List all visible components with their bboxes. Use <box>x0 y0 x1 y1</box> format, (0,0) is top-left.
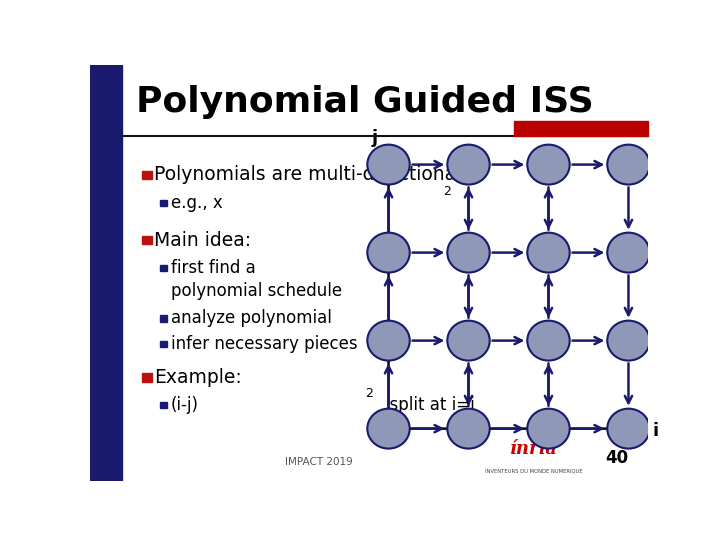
Text: INVENTEURS DU MONDE NUMERIQUE: INVENTEURS DU MONDE NUMERIQUE <box>485 468 582 473</box>
Ellipse shape <box>447 409 490 449</box>
Bar <box>142 171 152 179</box>
Bar <box>142 236 152 245</box>
Text: i: i <box>652 422 658 440</box>
Ellipse shape <box>367 145 410 185</box>
Text: j: j <box>372 129 378 146</box>
Text: (i-j): (i-j) <box>171 396 199 414</box>
Text: Main idea:: Main idea: <box>154 231 251 250</box>
Ellipse shape <box>367 321 410 361</box>
Bar <box>90 65 122 481</box>
Text: 40: 40 <box>606 449 629 467</box>
Ellipse shape <box>607 409 649 449</box>
Text: first find a: first find a <box>171 259 256 276</box>
Ellipse shape <box>607 145 649 185</box>
Bar <box>160 265 167 271</box>
Ellipse shape <box>607 233 649 273</box>
Text: Polynomial Guided ISS: Polynomial Guided ISS <box>136 85 593 119</box>
Bar <box>160 315 167 321</box>
Text: infer necessary pieces: infer necessary pieces <box>171 335 358 353</box>
Text: analyze polynomial: analyze polynomial <box>171 309 332 327</box>
Ellipse shape <box>367 409 410 449</box>
Text: e.g., x: e.g., x <box>171 194 222 212</box>
Text: Example:: Example: <box>154 368 242 387</box>
Ellipse shape <box>527 233 570 273</box>
Bar <box>160 402 167 408</box>
Text: ínría: ínría <box>510 440 557 458</box>
Text: IMPACT 2019: IMPACT 2019 <box>285 457 353 467</box>
Text: 2: 2 <box>365 387 373 400</box>
Bar <box>142 373 152 382</box>
Bar <box>160 200 167 206</box>
Ellipse shape <box>607 321 649 361</box>
Ellipse shape <box>527 145 570 185</box>
Bar <box>160 341 167 347</box>
Text: 2: 2 <box>443 185 451 198</box>
Ellipse shape <box>367 233 410 273</box>
Ellipse shape <box>447 233 490 273</box>
Bar <box>514 120 648 136</box>
Ellipse shape <box>527 321 570 361</box>
Ellipse shape <box>447 321 490 361</box>
Ellipse shape <box>527 409 570 449</box>
Text: polynomial schedule: polynomial schedule <box>171 282 342 300</box>
Text: Polynomials are multi-directional:: Polynomials are multi-directional: <box>154 165 468 185</box>
Ellipse shape <box>447 145 490 185</box>
Text: split at i=j: split at i=j <box>379 396 474 414</box>
